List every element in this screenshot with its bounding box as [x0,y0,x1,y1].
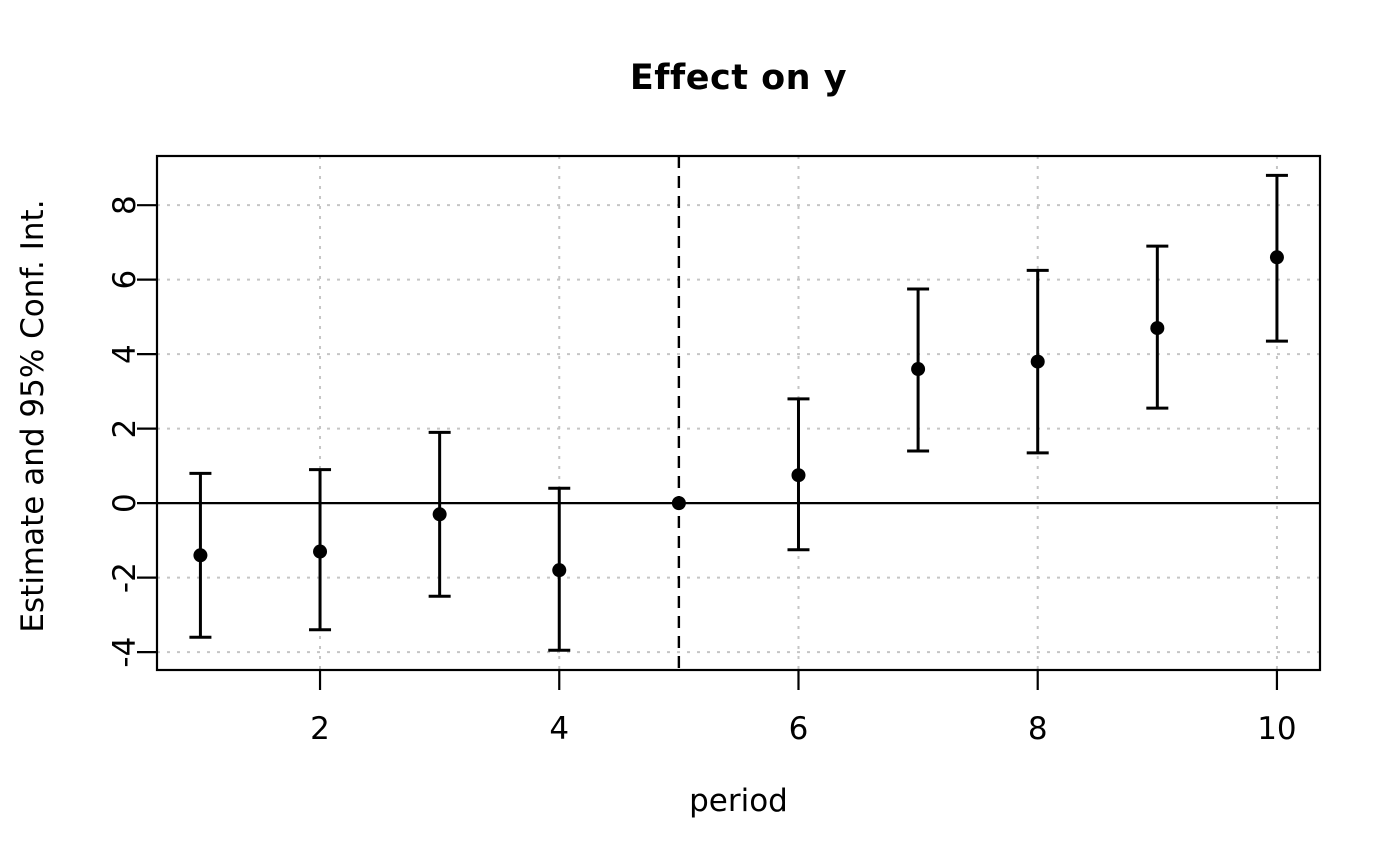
y-tick-label--2: -2 [107,562,143,593]
estimate-point-period-1 [193,548,208,563]
estimate-point-period-7 [911,362,926,377]
estimate-point-period-4 [552,563,567,578]
x-axis-label: period [689,783,788,819]
chart-title: Effect on y [629,58,848,98]
y-tick-label-0: 0 [107,493,143,513]
x-tick-label-2: 2 [310,711,330,747]
y-tick-label-8: 8 [107,195,143,215]
x-tick-label-10: 10 [1257,711,1296,747]
y-tick-label--4: -4 [107,637,143,668]
y-tick-label-6: 6 [107,270,143,290]
estimate-point-period-9 [1150,321,1165,336]
estimate-point-period-5 [671,496,686,511]
estimate-point-period-6 [791,468,806,483]
plot-border [155,154,1322,672]
x-tick-label-4: 4 [549,711,569,747]
x-tick-label-8: 8 [1028,711,1048,747]
y-tick-label-2: 2 [107,419,143,439]
estimate-point-period-8 [1030,354,1045,369]
y-axis-label: Estimate and 95% Conf. Int. [15,199,51,633]
y-tick-label-4: 4 [107,344,143,364]
estimate-point-period-2 [313,544,328,559]
x-tick-label-6: 6 [789,711,809,747]
estimate-point-period-3 [432,507,447,522]
estimate-point-period-10 [1269,250,1284,265]
